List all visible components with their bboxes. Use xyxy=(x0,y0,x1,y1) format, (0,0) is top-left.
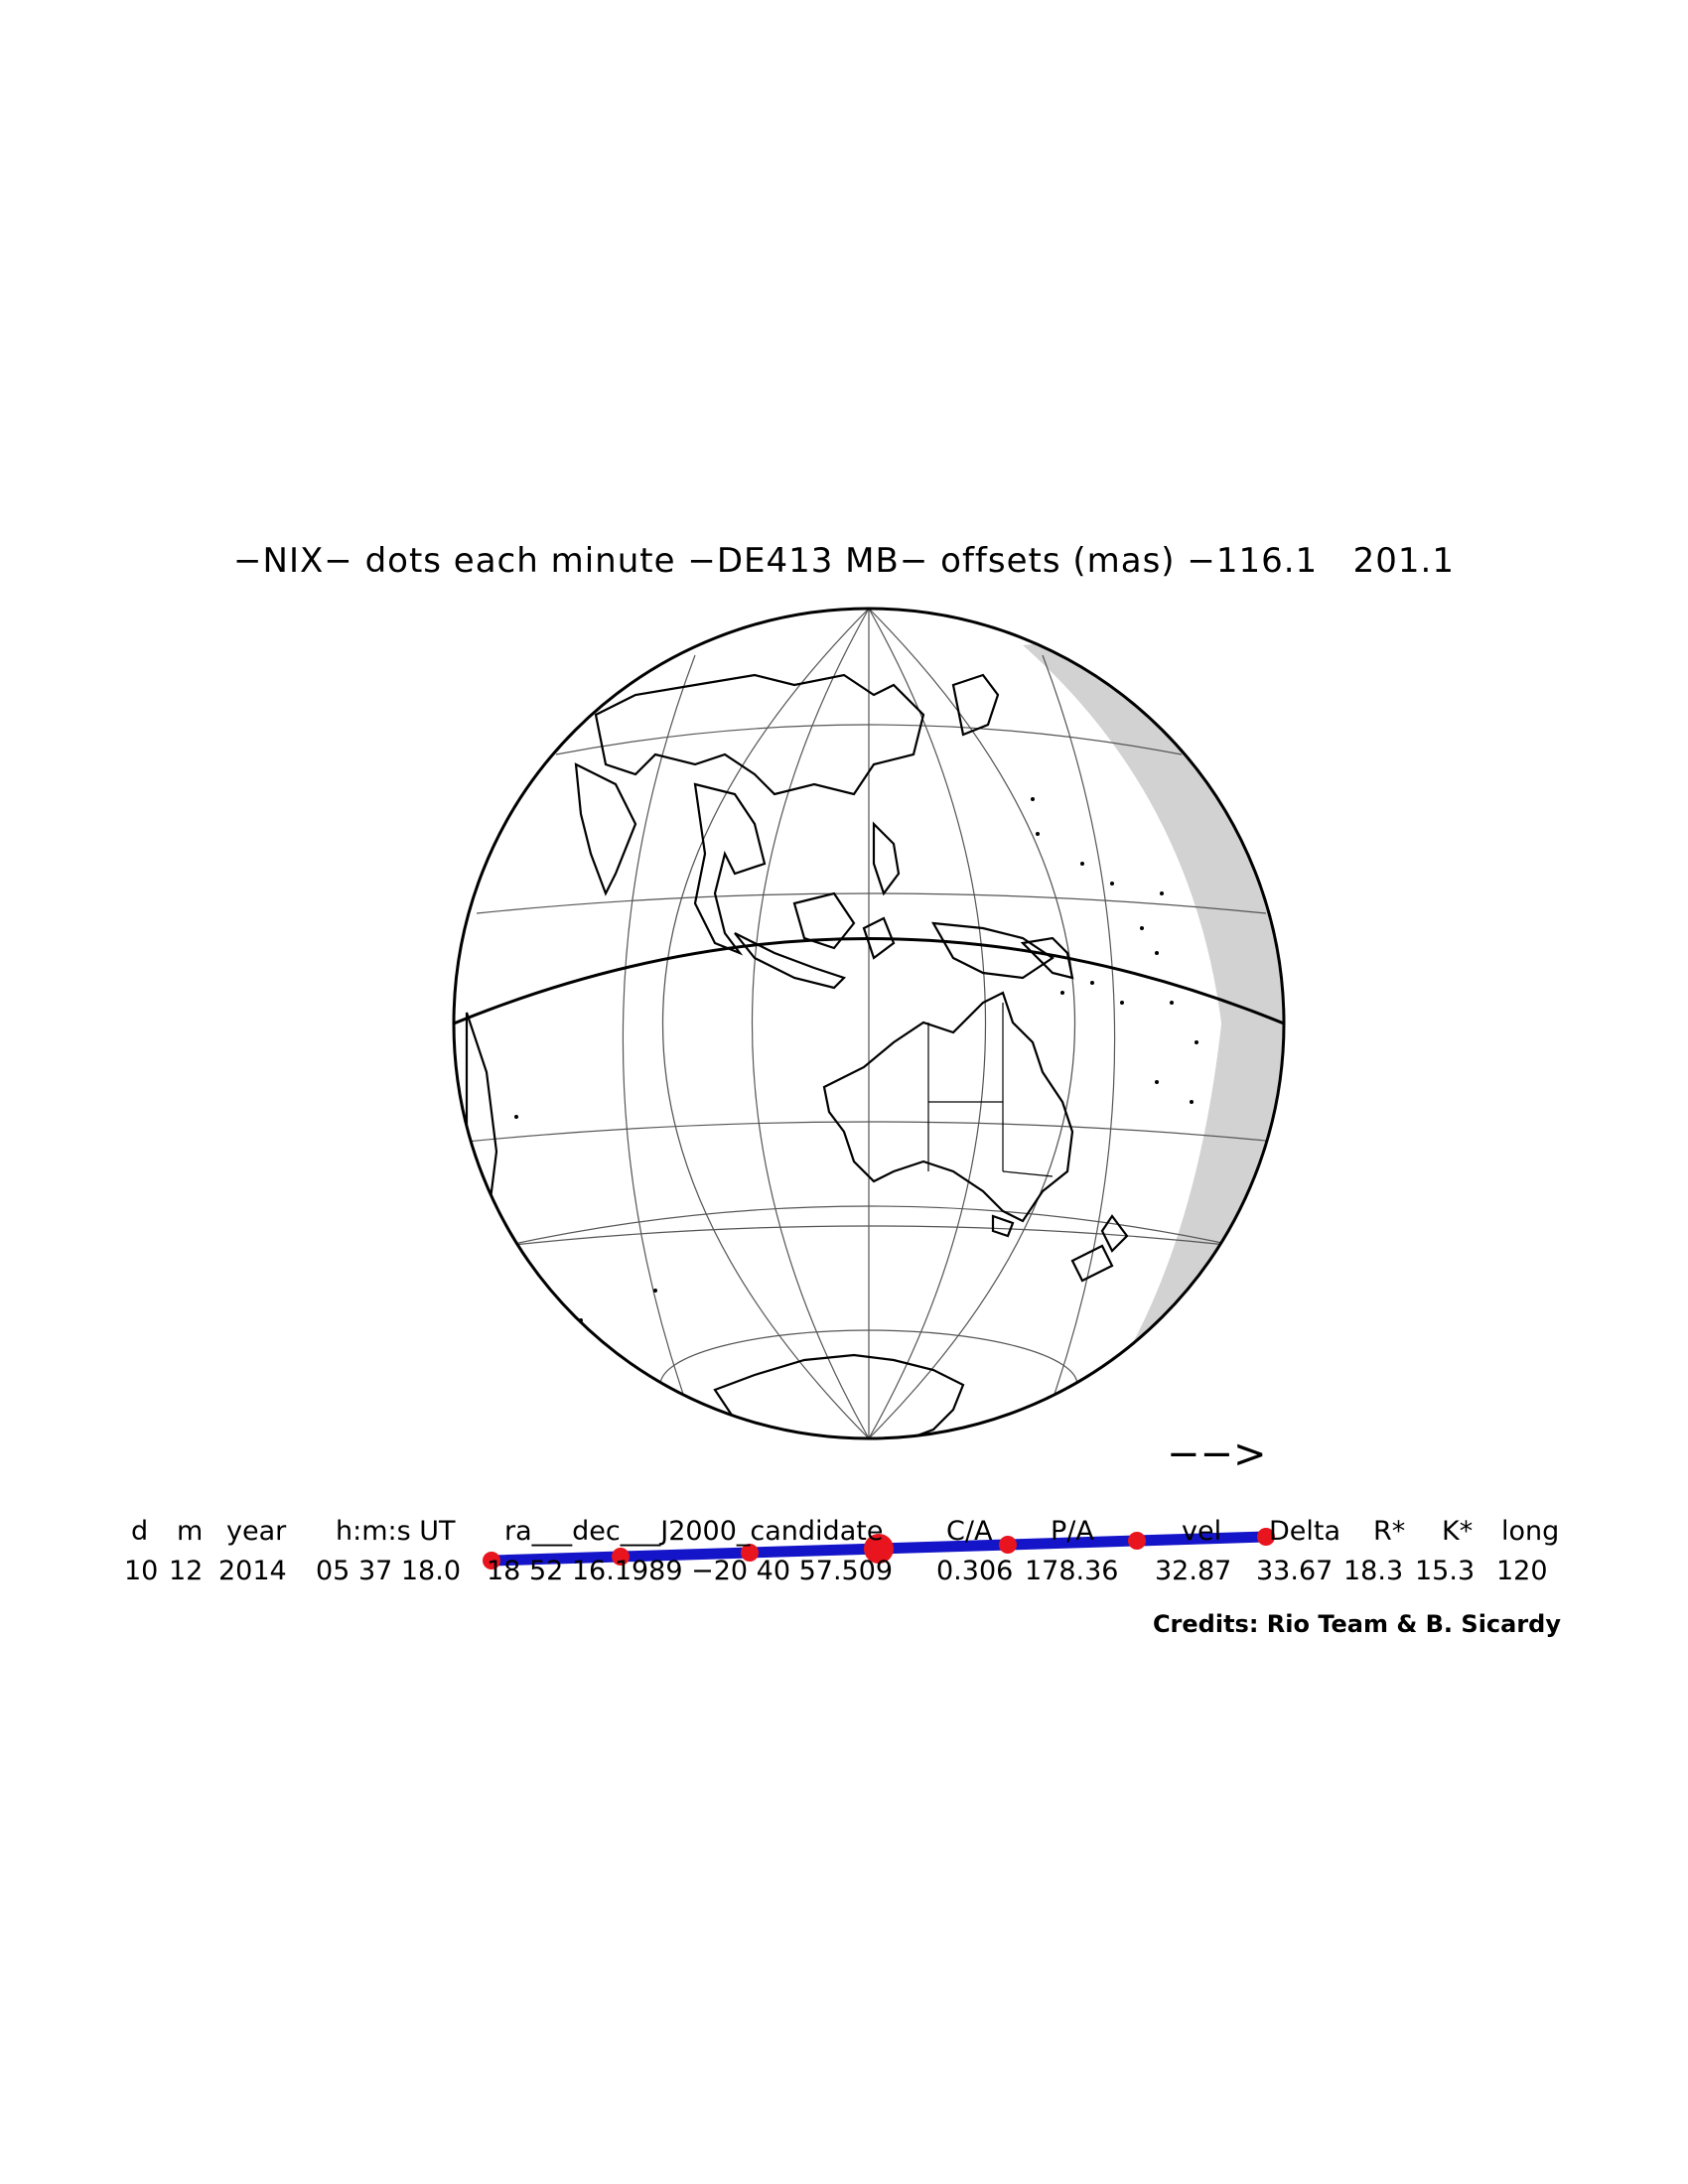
direction-arrow: −−> xyxy=(1167,1432,1267,1477)
minute-dot xyxy=(1257,1528,1275,1546)
minute-dot xyxy=(864,1534,894,1564)
table-header-1: m xyxy=(177,1516,204,1547)
page-title: −NIX− dots each minute −DE413 MB− offset… xyxy=(233,541,1455,581)
credits: Credits: Rio Team & B. Sicardy xyxy=(1152,1610,1561,1638)
globe-outline xyxy=(452,607,1286,1440)
minute-dot xyxy=(483,1552,500,1570)
table-value-4: 18 52 16.1989 −20 40 57.509 xyxy=(487,1556,894,1586)
table-header-10: K* xyxy=(1442,1516,1474,1547)
table-value-1: 12 xyxy=(169,1556,204,1586)
table-header-5: C/A xyxy=(946,1516,993,1547)
table-value-2: 2014 xyxy=(218,1556,287,1586)
occultation-track xyxy=(483,1528,1275,1570)
table-value-11: 120 xyxy=(1496,1556,1548,1586)
table-value-0: 10 xyxy=(124,1556,159,1586)
minute-dot xyxy=(741,1544,759,1562)
table-value-7: 32.87 xyxy=(1155,1556,1232,1586)
minute-dot xyxy=(612,1548,630,1566)
table-header-6: P/A xyxy=(1051,1516,1094,1547)
table-header-8: Delta xyxy=(1269,1516,1341,1547)
minute-dot xyxy=(1128,1532,1146,1550)
table-header-2: year xyxy=(226,1516,287,1547)
table-value-3: 05 37 18.0 xyxy=(316,1556,461,1586)
table-header-7: vel xyxy=(1182,1516,1222,1547)
table-header-3: h:m:s UT xyxy=(336,1516,456,1547)
table-header-4: ra___dec___J2000_candidate xyxy=(504,1516,884,1547)
table-header-0: d xyxy=(131,1516,149,1547)
table-value-9: 18.3 xyxy=(1343,1556,1404,1586)
table-header-11: long xyxy=(1501,1516,1560,1547)
state-borders xyxy=(927,1003,1054,1177)
table-header-9: R* xyxy=(1373,1516,1406,1547)
table-value-6: 178.36 xyxy=(1025,1556,1119,1586)
equator-line xyxy=(454,937,1284,1025)
table-value-5: 0.306 xyxy=(936,1556,1014,1586)
minute-dot xyxy=(999,1536,1017,1554)
table-value-10: 15.3 xyxy=(1415,1556,1476,1586)
table-value-8: 33.67 xyxy=(1256,1556,1334,1586)
